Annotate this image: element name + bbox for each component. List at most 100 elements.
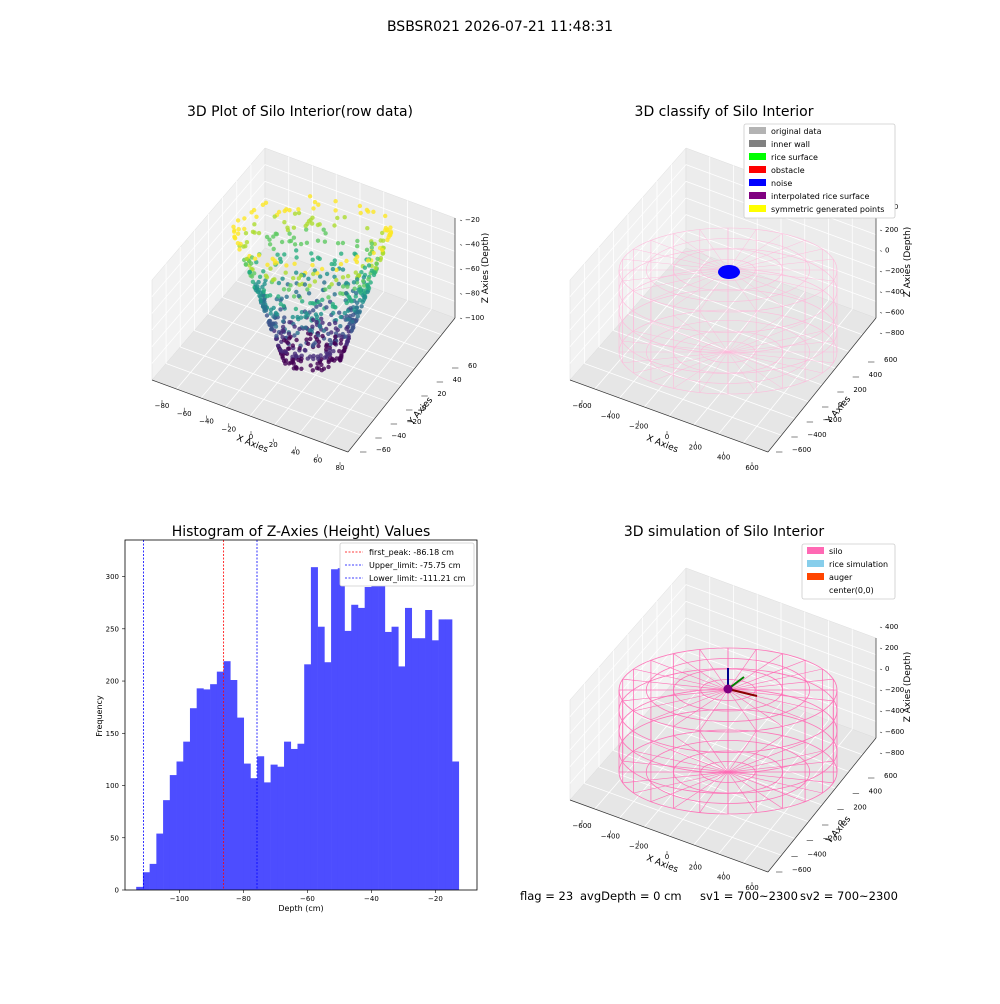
ytick-label: 0 bbox=[115, 887, 119, 895]
panel1-xtick-label: −80 bbox=[155, 402, 170, 410]
scatter-point bbox=[369, 241, 374, 246]
scatter-point bbox=[334, 267, 339, 273]
scatter-point bbox=[309, 251, 314, 256]
panel2-legend: original data inner wall rice surface obsta… bbox=[743, 123, 896, 219]
scatter-point bbox=[316, 343, 321, 349]
scatter-point bbox=[279, 239, 285, 245]
scatter-point bbox=[252, 271, 257, 276]
scatter-point bbox=[299, 366, 304, 371]
scatter-point bbox=[310, 343, 316, 349]
scatter-point bbox=[332, 223, 337, 228]
panel2-zlabel: Z Axies (Depth) bbox=[903, 227, 913, 298]
panel4-xtick-label: 200 bbox=[689, 863, 702, 871]
scatter-point bbox=[310, 257, 315, 262]
scatter-point bbox=[353, 294, 358, 299]
scatter-point bbox=[324, 305, 329, 310]
scatter-point bbox=[276, 294, 281, 299]
panel2-ztick-label: −600 bbox=[885, 308, 904, 316]
scatter-point bbox=[357, 289, 363, 294]
x-axis-line bbox=[569, 379, 769, 453]
scatter-point bbox=[322, 280, 327, 285]
legend-swatch bbox=[749, 127, 766, 134]
histogram-reference-lines bbox=[143, 540, 258, 890]
histogram-bar bbox=[189, 708, 197, 890]
xtick-label: −20 bbox=[428, 895, 443, 903]
scatter-point bbox=[288, 283, 293, 288]
scatter-point bbox=[366, 209, 371, 214]
scatter-point bbox=[297, 346, 302, 351]
scatter-point bbox=[303, 325, 308, 330]
scatter-point bbox=[231, 224, 236, 229]
grid-line bbox=[569, 634, 687, 767]
legend-label: interpolated rice surface bbox=[771, 192, 869, 201]
histogram-bar bbox=[263, 782, 271, 890]
scatter-point bbox=[254, 260, 259, 265]
legend-swatch bbox=[749, 179, 766, 186]
panel1-ytick-label: 0 bbox=[422, 404, 426, 412]
histogram-bar bbox=[371, 557, 379, 890]
scatter-point bbox=[304, 240, 310, 245]
scatter-point bbox=[329, 282, 334, 287]
scatter-point bbox=[306, 341, 311, 346]
scatter-point bbox=[353, 270, 358, 275]
scatter-point bbox=[315, 271, 320, 276]
scatter-point bbox=[279, 296, 284, 301]
panel1-ztick-mark bbox=[459, 293, 463, 295]
scatter-point bbox=[306, 291, 312, 296]
scatter-point bbox=[307, 194, 313, 199]
scatter-point bbox=[316, 202, 321, 207]
scatter-point bbox=[372, 270, 377, 275]
silo-wire-ring bbox=[618, 729, 838, 815]
scatter-point bbox=[339, 251, 344, 256]
histogram-xticks: −100 −80 −60 −40 −20 bbox=[170, 890, 443, 903]
histogram-bar bbox=[196, 688, 204, 890]
panel2-xtick-label: 400 bbox=[717, 454, 730, 462]
scatter-point bbox=[296, 293, 301, 299]
scatter-point bbox=[262, 281, 267, 287]
scatter-point bbox=[272, 214, 277, 219]
panel2-ztick-label: −200 bbox=[885, 267, 904, 275]
scatter-point bbox=[327, 347, 333, 353]
scatter-point bbox=[345, 273, 351, 279]
scatter-point bbox=[299, 356, 304, 361]
scatter-point bbox=[311, 353, 316, 359]
histogram-bar bbox=[230, 680, 238, 890]
legend-swatch bbox=[807, 547, 824, 554]
histogram-bar bbox=[156, 833, 164, 890]
scatter-point bbox=[243, 231, 249, 236]
scatter-point bbox=[264, 234, 270, 240]
panel4-ytick-label: −200 bbox=[823, 835, 842, 843]
scatter-point bbox=[287, 239, 292, 244]
scatter-point bbox=[323, 287, 328, 292]
scatter-point bbox=[317, 222, 322, 227]
panel2-ztick-mark bbox=[879, 270, 883, 273]
panel1-ytick-label: 20 bbox=[437, 390, 446, 398]
scatter-point bbox=[326, 364, 331, 370]
panel1-ytick-label: 60 bbox=[468, 362, 477, 370]
scatter-point bbox=[320, 320, 325, 325]
panel1-ztick-label: −80 bbox=[465, 290, 480, 298]
histogram-yticks: 0 50 100 150 200 250 300 bbox=[106, 573, 125, 895]
histogram-bar bbox=[337, 568, 345, 890]
scatter-point bbox=[378, 238, 383, 243]
panel4-ztick-mark bbox=[879, 710, 883, 713]
silo-wire-ring bbox=[618, 248, 838, 333]
panel4-ytick-label: 200 bbox=[853, 803, 866, 811]
grid-line bbox=[569, 601, 687, 734]
panel1-scatter-points bbox=[231, 194, 394, 373]
scatter-point bbox=[307, 328, 313, 333]
silo-wire-ring bbox=[673, 750, 783, 794]
legend-label: Lower_limit: -111.21 cm bbox=[369, 574, 466, 583]
legend-label: Upper_limit: -75.75 cm bbox=[369, 561, 461, 570]
scatter-point bbox=[335, 327, 340, 333]
scatter-point bbox=[321, 328, 327, 333]
scatter-point bbox=[320, 297, 325, 302]
panel4-zticks: 400 200 0 −200 −400 −600 −800 bbox=[879, 623, 904, 757]
panel2-ztick-mark bbox=[879, 229, 883, 232]
scatter-point bbox=[378, 256, 384, 261]
panel3-title: Histogram of Z-Axies (Height) Values bbox=[172, 524, 431, 540]
panel2-xtick-label: −600 bbox=[572, 402, 591, 410]
scatter-point bbox=[296, 210, 302, 216]
grid-line bbox=[742, 728, 853, 864]
